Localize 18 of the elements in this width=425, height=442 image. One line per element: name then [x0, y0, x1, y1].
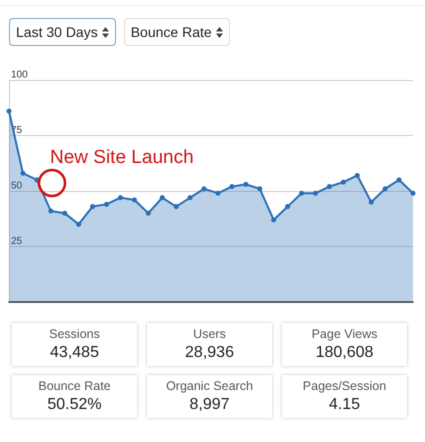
- text: Page Views: [310, 326, 378, 343]
- text: 8,997: [188, 395, 231, 415]
- text: 50.52%: [46, 395, 103, 415]
- text: Organic Search: [165, 378, 254, 395]
- text: 28,936: [184, 343, 235, 363]
- text: 43,485: [49, 343, 100, 363]
- text: Last 30 Days: [9, 18, 116, 46]
- text: Bounce Rate: [124, 18, 230, 46]
- text: Bounce Rate: [37, 378, 112, 395]
- text: Pages/Session: [302, 378, 388, 395]
- y-tick-label: 50: [11, 180, 23, 192]
- text: 4.15: [328, 395, 362, 415]
- annotation: New Site Launch: [50, 147, 194, 168]
- text: Users: [192, 326, 227, 343]
- text: 180,608: [314, 343, 374, 363]
- y-tick-label: 100: [11, 70, 28, 80]
- text: Sessions: [48, 326, 101, 343]
- y-tick-label: 25: [11, 236, 23, 247]
